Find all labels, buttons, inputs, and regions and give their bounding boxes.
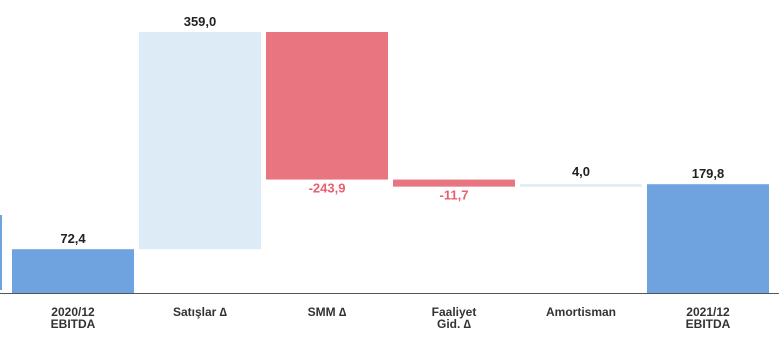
value-label-3: -11,7: [440, 188, 469, 203]
bar-2: [266, 32, 388, 180]
category-label-0-0: 2020/12: [51, 305, 95, 319]
category-label-3-1: Gid. ∆: [437, 317, 472, 331]
value-label-5: 179,8: [692, 166, 725, 181]
bar-5: [647, 184, 769, 293]
left-edge-stub: [0, 215, 2, 290]
value-label-0: 72,4: [60, 231, 86, 246]
category-label-0-1: EBITDA: [51, 317, 96, 331]
bar-1: [139, 32, 261, 250]
category-label-1-0: Satışlar ∆: [173, 305, 228, 319]
value-label-2: -243,9: [309, 181, 346, 196]
category-label-2-0: SMM ∆: [308, 305, 347, 319]
category-label-5-1: EBITDA: [686, 317, 731, 331]
bar-3: [393, 179, 515, 187]
bar-0: [12, 249, 134, 293]
value-label-4: 4,0: [572, 164, 590, 179]
category-label-5-0: 2021/12: [686, 305, 730, 319]
category-label-3-0: Faaliyet: [432, 305, 477, 319]
category-label-4-0: Amortisman: [546, 305, 616, 319]
bar-4: [520, 184, 642, 187]
value-label-1: 359,0: [184, 14, 217, 29]
